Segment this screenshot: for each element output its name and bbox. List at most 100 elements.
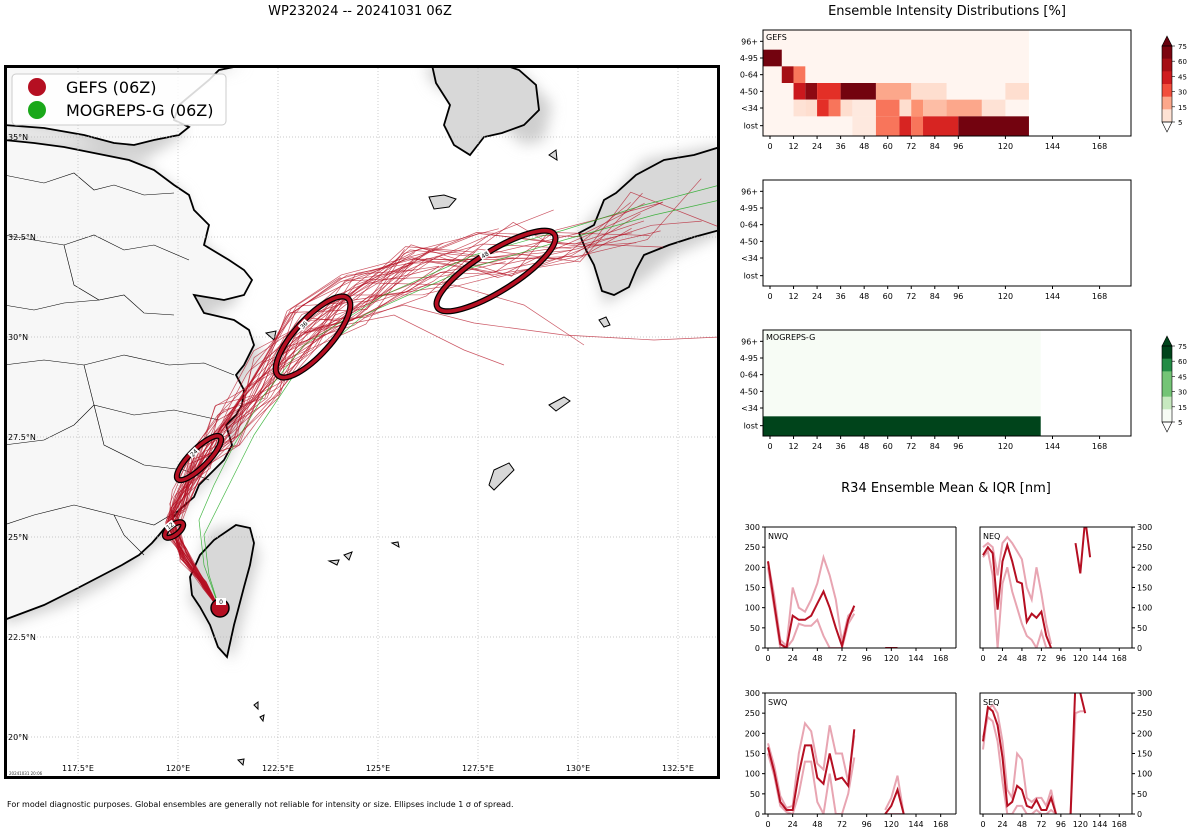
lat-label: 20°N: [8, 733, 28, 742]
ellipse-24h: 24: [173, 432, 225, 484]
r34-ytick: 300: [745, 689, 760, 698]
r34-xtick: 144: [908, 654, 923, 663]
ellipse-label: 36: [299, 320, 309, 330]
legend-gefs-label: GEFS (06Z): [66, 78, 156, 97]
colorbar-tick: 45: [1178, 373, 1187, 381]
r34-xtick: 96: [1056, 820, 1066, 829]
heatmap-cell: [793, 99, 806, 117]
r34-ytick: 100: [1137, 604, 1152, 613]
colorbar-tick: 15: [1178, 404, 1187, 412]
r34-iqr-lower: [767, 753, 904, 814]
r34-ytick: 200: [1137, 563, 1152, 572]
heatmap-xtick: 168: [1092, 292, 1107, 301]
heatmap-cell: [875, 116, 900, 136]
heatmap-xtick: 120: [998, 142, 1013, 151]
colorbar-tick: 45: [1178, 73, 1187, 81]
r34-ytick: 50: [750, 790, 760, 799]
heatmap-xtick: 168: [1092, 442, 1107, 451]
r34-xtick: 48: [1017, 820, 1027, 829]
ellipse-label: 12: [165, 521, 175, 531]
colorbar-tick: 5: [1178, 119, 1182, 127]
r34-panel-label: NWQ: [768, 532, 788, 541]
r34-xtick: 96: [862, 820, 872, 829]
r34-xtick: 144: [908, 820, 923, 829]
gefs-track: [178, 265, 440, 611]
r34-mean: [982, 527, 1092, 648]
colorbar: 75 60 45 30 15 5: [1161, 335, 1187, 433]
r34-ytick: 100: [745, 604, 760, 613]
heatmap-xtick: 36: [836, 442, 846, 451]
ellipse-0h: 0: [210, 598, 230, 618]
colorbar-tick: 60: [1178, 58, 1187, 66]
r34-ytick: 250: [745, 543, 760, 552]
r34-xtick: 72: [1036, 654, 1046, 663]
heatmap-panel-label: MOGREPS-G: [766, 333, 815, 342]
legend-gefs-marker: [28, 78, 46, 96]
heatmap-xtick: 60: [883, 142, 893, 151]
heatmap-ylabel: 34-50: [740, 387, 758, 396]
r34-ytick: 150: [1137, 750, 1152, 759]
legend-mogreps-label: MOGREPS-G (06Z): [66, 101, 213, 120]
heatmap-frame: [762, 179, 1132, 287]
gefs-track: [165, 202, 645, 611]
gefs-track: [166, 232, 650, 611]
heatmap-xtick: 48: [859, 292, 869, 301]
r34-panel-seq: 0 50 100 150 200 250 300 0 24 48 72 96 120 144 168 SEQ: [979, 689, 1152, 829]
r34-ytick: 50: [750, 624, 760, 633]
ellipse-label: 24: [189, 448, 199, 458]
heatmap-cell: [793, 66, 806, 83]
intensity-heatmaps: 96+ 64-95 50-64 34-50 <34 lost 0 12 24 36 48 60 72 84…: [740, 29, 1187, 451]
map-timestamp: 20241031 20:06: [9, 771, 43, 776]
r34-xtick: 120: [1073, 654, 1088, 663]
heatmap-xtick: 12: [788, 142, 798, 151]
heatmap-ylabel: 96+: [741, 187, 758, 196]
heatmap-xtick: 24: [812, 292, 822, 301]
heatmap-cell: [899, 116, 912, 136]
r34-xtick: 96: [862, 654, 872, 663]
heatmap-xtick: 120: [998, 292, 1013, 301]
mogreps-track: [198, 184, 720, 611]
heatmap-xtick: 12: [788, 442, 798, 451]
r34-xtick: 120: [884, 654, 899, 663]
map-gridlines: [4, 65, 720, 779]
heatmap-xtick: 24: [812, 442, 822, 451]
r34-ytick: 250: [1137, 709, 1152, 718]
r34-mean: [767, 729, 905, 814]
track-map: 35°N 32.5°N 30°N 27.5°N 25°N 22.5°N 20°N 117.5…: [4, 65, 720, 779]
heatmap-ylabel: 64-95: [740, 204, 758, 213]
r34-title: R34 Ensemble Mean & IQR [nm]: [841, 481, 1051, 496]
r34-xtick: 0: [980, 654, 985, 663]
heatmap-panel-label: GEFS: [766, 33, 787, 42]
heatmap-cell: [817, 83, 841, 100]
r34-ytick: 150: [1137, 584, 1152, 593]
heatmap-cell: [911, 83, 947, 100]
heatmap-xtick: 84: [930, 442, 940, 451]
r34-ytick: 300: [1137, 689, 1152, 698]
r34-iqr-upper: [982, 703, 1086, 814]
gefs-track: [171, 232, 633, 611]
gefs-track: [303, 314, 505, 366]
heatmap-cell: [923, 116, 959, 136]
r34-xtick: 168: [1112, 820, 1127, 829]
gefs-track: [175, 232, 580, 611]
spread-ellipses: 0 12 24 36 48: [161, 227, 559, 618]
r34-panel-neq: 0 50 100 150 200 250 300 0 24 48 72 96 120 144 168 NEQ: [979, 523, 1152, 663]
r34-xtick: 120: [884, 820, 899, 829]
heatmap-ylabel: 34-50: [740, 237, 758, 246]
map-legend: GEFS (06Z) MOGREPS-G (06Z): [11, 73, 227, 126]
r34-ytick: 0: [755, 644, 760, 653]
colorbar-tick: 75: [1178, 343, 1187, 351]
r34-iqr-lower: [982, 548, 1052, 648]
r34-ytick: 50: [1137, 790, 1147, 799]
heatmap-ylabel: 64-95: [740, 54, 758, 63]
heatmap-cell: [793, 83, 806, 100]
heatmap-xtick: 36: [836, 292, 846, 301]
lon-labels: 117.5°E 120°E 122.5°E 125°E 127.5°E 130°E 132.…: [62, 764, 694, 773]
r34-xtick: 144: [1092, 820, 1107, 829]
heatmap-xtick: 144: [1045, 442, 1060, 451]
heatmap-cell: [1005, 83, 1029, 100]
heatmap-cell: [852, 99, 876, 117]
heatmap-ylabel: 96+: [741, 37, 758, 46]
lat-label: 25°N: [8, 533, 28, 542]
r34-xtick: 72: [837, 820, 847, 829]
